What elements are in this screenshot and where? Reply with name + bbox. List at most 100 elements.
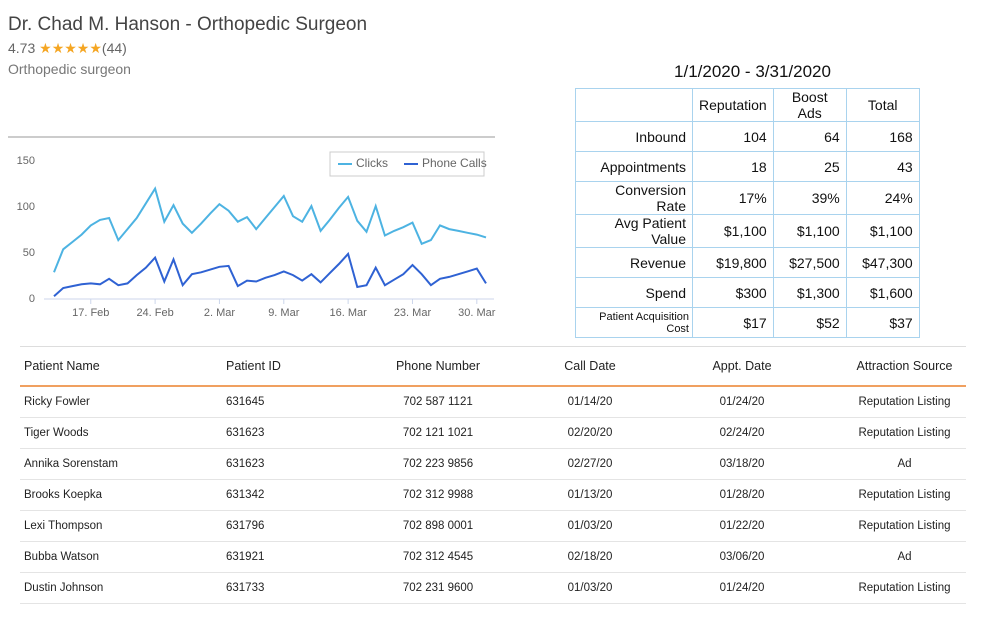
cell: 01/24/20 bbox=[641, 386, 843, 418]
cell: $1,100 bbox=[692, 214, 774, 248]
row-label: Revenue bbox=[575, 247, 693, 278]
cell: 01/22/20 bbox=[641, 510, 843, 542]
column-header: Phone Number bbox=[337, 346, 539, 387]
row-label: Avg Patient Value bbox=[575, 214, 693, 248]
cell: $37 bbox=[845, 307, 920, 338]
cell: 17% bbox=[692, 181, 774, 215]
cell: 631342 bbox=[225, 479, 337, 511]
cell: 64 bbox=[772, 121, 847, 152]
summary-row: Spend $300 $1,300 $1,600 bbox=[575, 277, 920, 308]
cell: Annika Sorenstam bbox=[20, 448, 225, 480]
cell: Ricky Fowler bbox=[20, 386, 225, 418]
cell: $27,500 bbox=[772, 247, 847, 278]
summary-row: Patient Acquisition Cost $17 $52 $37 bbox=[575, 307, 920, 338]
cell: 631733 bbox=[225, 572, 337, 604]
y-tick-label: 100 bbox=[17, 201, 35, 213]
cell: Reputation Listing bbox=[843, 386, 966, 418]
cell: Lexi Thompson bbox=[20, 510, 225, 542]
summary-row: Avg Patient Value $1,100 $1,100 $1,100 bbox=[575, 214, 920, 248]
summary-row: Appointments 18 25 43 bbox=[575, 151, 920, 182]
x-tick-label: 2. Mar bbox=[204, 307, 236, 319]
cell: $1,600 bbox=[845, 277, 920, 308]
x-tick-label: 23. Mar bbox=[394, 307, 432, 319]
cell: 01/28/20 bbox=[641, 479, 843, 511]
summary-row: Conversion Rate 17% 39% 24% bbox=[575, 181, 920, 215]
rating-row: 4.73 ★★★★★(44) bbox=[8, 40, 127, 57]
cell: Reputation Listing bbox=[843, 510, 966, 542]
rating: 4.73 bbox=[8, 40, 36, 56]
cell: $17 bbox=[692, 307, 774, 338]
row-label: Conversion Rate bbox=[575, 181, 693, 215]
cell: 39% bbox=[772, 181, 847, 215]
cell: 631796 bbox=[225, 510, 337, 542]
cell: 24% bbox=[845, 181, 920, 215]
cell: 702 898 0001 bbox=[337, 510, 539, 542]
column-header: Patient ID bbox=[225, 346, 337, 387]
cell: Reputation Listing bbox=[843, 572, 966, 604]
cell: 168 bbox=[845, 121, 920, 152]
reviews: (44) bbox=[101, 40, 127, 56]
cell: 02/20/20 bbox=[539, 417, 641, 449]
cell: $300 bbox=[692, 277, 774, 308]
cell: 702 587 1121 bbox=[337, 386, 539, 418]
cell: 702 312 9988 bbox=[337, 479, 539, 511]
doctor-name: Dr. Chad M. Hanson - Orthopedic Surgeon bbox=[8, 14, 368, 35]
period: 1/1/2020 - 3/31/2020 bbox=[674, 62, 831, 81]
patients-table: Patient Name Patient ID Phone Number Call D… bbox=[20, 346, 966, 604]
cell: Bubba Watson bbox=[20, 541, 225, 573]
patient-row: Brooks Koepka 631342 702 312 9988 01/13/20 0… bbox=[20, 479, 966, 511]
x-tick-label: 30. Mar bbox=[458, 307, 496, 319]
cell: 01/24/20 bbox=[641, 572, 843, 604]
chart: 0 50 100 150 17. Feb 24. Feb 2. Mar 9. Mar 16. M… bbox=[8, 136, 496, 319]
cell: 702 312 4545 bbox=[337, 541, 539, 573]
cell: Reputation Listing bbox=[843, 479, 966, 511]
column-header: Total bbox=[845, 88, 920, 122]
x-tick-label: 16. Mar bbox=[329, 307, 367, 319]
cell: 702 223 9856 bbox=[337, 448, 539, 480]
y-tick-label: 50 bbox=[23, 247, 35, 259]
cell: 01/03/20 bbox=[539, 510, 641, 542]
cell: 43 bbox=[845, 151, 920, 182]
summary-header: Reputation Boost Ads Total bbox=[575, 88, 920, 122]
patients-header: Patient Name Patient ID Phone Number Call D… bbox=[20, 346, 966, 387]
cell: $1,100 bbox=[845, 214, 920, 248]
patient-row: Tiger Woods 631623 702 121 1021 02/20/20 02/… bbox=[20, 417, 966, 449]
column-header: Patient Name bbox=[20, 346, 225, 387]
cell: $52 bbox=[772, 307, 847, 338]
cell: Ad bbox=[843, 541, 966, 573]
x-tick-label: 9. Mar bbox=[268, 307, 300, 319]
legend-label: Phone Calls bbox=[422, 156, 487, 170]
cell: 631623 bbox=[225, 417, 337, 449]
cell: Ad bbox=[843, 448, 966, 480]
cell: $47,300 bbox=[845, 247, 920, 278]
cell: 03/18/20 bbox=[641, 448, 843, 480]
cell: 02/24/20 bbox=[641, 417, 843, 449]
cell: 18 bbox=[692, 151, 774, 182]
column-header: Boost Ads bbox=[772, 88, 847, 122]
summary-table: Reputation Boost Ads Total Inbound 104 64 168 A… bbox=[575, 88, 920, 338]
cell: 25 bbox=[772, 151, 847, 182]
summary-row: Revenue $19,800 $27,500 $47,300 bbox=[575, 247, 920, 278]
series-line bbox=[53, 186, 487, 273]
legend-label: Clicks bbox=[356, 156, 388, 170]
cell: 631623 bbox=[225, 448, 337, 480]
cell: 702 121 1021 bbox=[337, 417, 539, 449]
cell: 01/03/20 bbox=[539, 572, 641, 604]
column-header: Attraction Source bbox=[843, 346, 966, 387]
cell: 631645 bbox=[225, 386, 337, 418]
column-header: Call Date bbox=[539, 346, 641, 387]
column-header: Reputation bbox=[692, 88, 774, 122]
x-tick-label: 17. Feb bbox=[72, 307, 109, 319]
cell: $19,800 bbox=[692, 247, 774, 278]
corner-cell bbox=[575, 88, 693, 122]
cell: 02/27/20 bbox=[539, 448, 641, 480]
cell: 01/13/20 bbox=[539, 479, 641, 511]
y-tick-label: 150 bbox=[17, 155, 35, 167]
cell: 01/14/20 bbox=[539, 386, 641, 418]
cell: $1,100 bbox=[772, 214, 847, 248]
row-label: Patient Acquisition Cost bbox=[575, 307, 693, 338]
cell: 631921 bbox=[225, 541, 337, 573]
cell: Brooks Koepka bbox=[20, 479, 225, 511]
row-label: Appointments bbox=[575, 151, 693, 182]
